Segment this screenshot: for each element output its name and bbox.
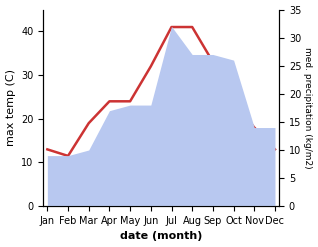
X-axis label: date (month): date (month) bbox=[120, 231, 202, 242]
Y-axis label: max temp (C): max temp (C) bbox=[5, 69, 16, 146]
Y-axis label: med. precipitation (kg/m2): med. precipitation (kg/m2) bbox=[303, 47, 313, 169]
